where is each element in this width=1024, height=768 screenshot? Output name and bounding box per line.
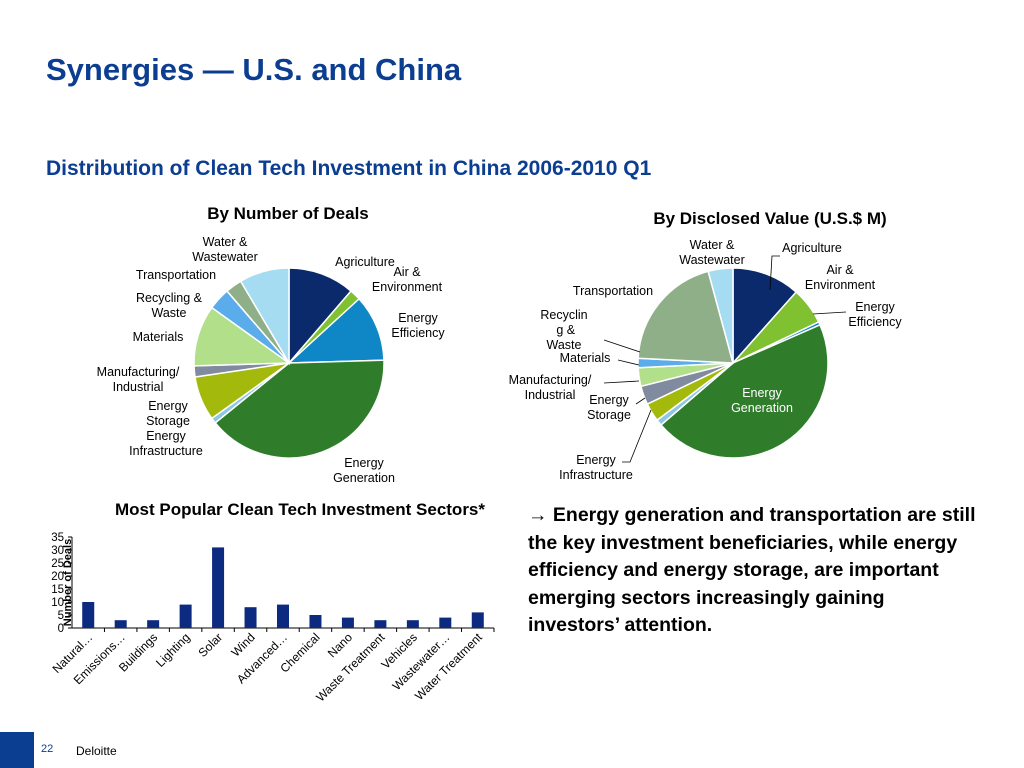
pie-label-air-environment: Air & Environment	[805, 263, 876, 292]
y-tick-label: 35	[51, 532, 64, 544]
pie-slice-agriculture	[288, 267, 353, 366]
leader-line-agriculture	[769, 255, 780, 291]
pie-label-water-wastewater: Water & Wastewater	[192, 235, 258, 264]
leader-line-energy-infrastructure	[622, 409, 652, 463]
pie-label-energy-infrastructure: Energy Infrastructure	[559, 453, 633, 482]
y-axis-label: Number of Deals	[62, 539, 74, 626]
x-tick-label-solar: Solar	[195, 630, 225, 660]
footer-brand: Deloitte	[76, 744, 117, 758]
leader-line-energy-storage	[635, 397, 646, 405]
pie-label-materials: Materials	[560, 351, 611, 365]
pie-deals-title: By Number of Deals	[207, 204, 369, 223]
leader-line-manufacturing-industrial	[603, 380, 640, 384]
pie-label-agriculture: Agriculture	[782, 241, 842, 255]
pie-label-energy-storage: Energy Storage	[146, 399, 190, 428]
y-tick-label: 10	[51, 597, 64, 609]
bar-solar	[212, 547, 225, 628]
pie-value-title: By Disclosed Value (U.S.$ M)	[653, 209, 887, 228]
pie-slice-energy-generation	[659, 323, 829, 459]
bar-wind	[244, 607, 257, 628]
pie-label-transportation: Transportation	[573, 284, 653, 298]
bar-waste-treatment	[374, 620, 387, 628]
bar-water-treatment	[471, 612, 484, 628]
bar-advanced	[277, 604, 289, 628]
bar-natural	[82, 602, 95, 628]
y-tick-label: 0	[58, 623, 64, 635]
bar-chemical	[309, 615, 322, 628]
pie-slice-water-wastewater	[707, 267, 734, 364]
bar-wastewater	[439, 617, 452, 628]
brand-bar	[0, 732, 34, 768]
bar-nano	[341, 617, 354, 628]
pie-label-air-environment: Air & Environment	[372, 265, 443, 294]
leader-line-energy-efficiency	[812, 311, 847, 315]
pie-label-energy-efficiency: Energy Efficiency	[391, 311, 445, 340]
leader-line-materials	[617, 359, 640, 366]
pie-slice-agriculture	[732, 267, 798, 365]
pie-label-energy-infrastructure: Energy Infrastructure	[129, 429, 203, 458]
pie-label-manufacturing-industrial: Manufacturing/Industrial	[97, 365, 180, 394]
pie-chart-value: Agriculture Air & Environment Energy Efficie…	[509, 238, 903, 482]
bar-buildings	[147, 620, 160, 628]
slide-title: Synergies — U.S. and China	[46, 52, 462, 87]
section-title: Distribution of Clean Tech Investment in…	[46, 157, 652, 180]
pie-label-agriculture: Agriculture	[335, 255, 395, 269]
y-tick-label: 5	[58, 610, 64, 622]
pie-label-energy-generation: Energy Generation	[333, 456, 395, 485]
bar-emissions	[114, 620, 127, 628]
pie-label-manufacturing-industrial: Manufacturing/Industrial	[509, 373, 592, 402]
pie-slice-water-wastewater	[239, 267, 290, 366]
x-tick-label-lighting: Lighting	[153, 630, 193, 670]
pie-label-recycling-waste: Recycling & Waste	[136, 291, 203, 320]
bar-chart-title: Most Popular Clean Tech Investment Secto…	[115, 500, 485, 519]
y-tick-label: 15	[51, 584, 64, 596]
pie-slice-transportation	[637, 270, 734, 364]
pie-label-transportation: Transportation	[136, 268, 216, 282]
pie-label-recycling-waste: Recyclin g & Waste	[540, 308, 587, 352]
y-tick-label: 20	[51, 571, 64, 583]
pie-label-energy-storage: Energy Storage	[587, 393, 631, 422]
y-tick-label: 25	[51, 558, 64, 570]
leader-line-recycling-waste	[603, 339, 641, 353]
pie-slice-energy-efficiency	[287, 297, 385, 364]
bar-lighting	[179, 604, 192, 628]
bar-vehicles	[406, 620, 419, 628]
page-number: 22	[41, 743, 54, 755]
pie-label-energy-generation: Energy Generation	[731, 386, 793, 415]
y-tick-label: 30	[51, 545, 64, 557]
key-takeaway-text: → Energy generation and transportation a…	[528, 504, 976, 636]
pie-label-materials: Materials	[133, 330, 184, 344]
pie-slice-energy-generation	[214, 359, 385, 459]
x-tick-label-wind: Wind	[228, 630, 257, 659]
pie-label-energy-efficiency: Energy Efficiency	[848, 300, 902, 329]
pie-label-water-wastewater: Water & Wastewater	[679, 238, 745, 267]
